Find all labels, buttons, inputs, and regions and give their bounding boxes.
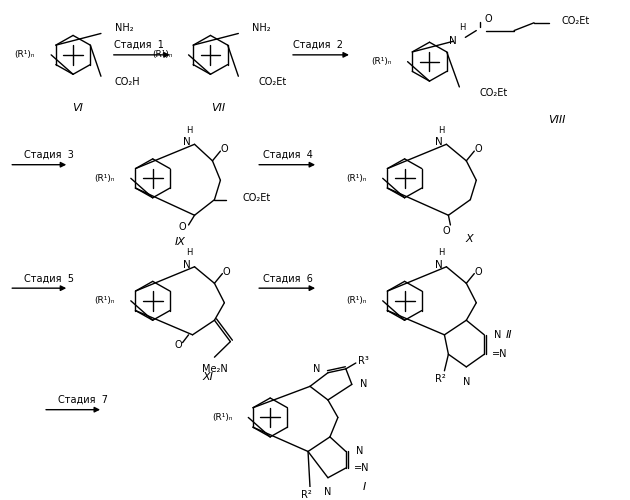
Text: =N: =N [492,350,508,360]
Text: I: I [363,482,367,492]
Text: Стадия  5: Стадия 5 [24,274,74,283]
Text: N: N [494,330,501,340]
Text: H: H [438,248,445,257]
Text: O: O [222,266,230,276]
Text: VII: VII [212,104,226,114]
Text: N: N [324,488,331,498]
Text: NH₂: NH₂ [115,22,134,32]
Text: O: O [175,340,183,349]
Text: (R¹)ₙ: (R¹)ₙ [94,296,115,306]
Text: N: N [312,364,320,374]
Text: H: H [459,22,466,32]
Text: N: N [183,138,190,147]
Text: N: N [360,380,367,390]
Text: CO₂Et: CO₂Et [243,193,270,203]
Text: N: N [435,260,442,270]
Text: Me₂N: Me₂N [202,364,227,374]
Text: VI: VI [72,104,84,114]
Text: N: N [449,36,456,46]
Text: N: N [183,260,190,270]
Text: VIII: VIII [548,115,566,125]
Text: XI: XI [202,372,213,382]
Text: CO₂Et: CO₂Et [258,77,287,87]
Text: Стадия  4: Стадия 4 [263,150,313,160]
Text: (R¹)ₙ: (R¹)ₙ [346,296,367,306]
Text: R²: R² [301,490,311,500]
Text: CO₂Et: CO₂Et [479,88,508,98]
Text: Стадия  2: Стадия 2 [293,40,343,50]
Text: O: O [474,266,482,276]
Text: IX: IX [175,236,186,246]
Text: NH₂: NH₂ [252,22,271,32]
Text: (R¹)ₙ: (R¹)ₙ [14,50,35,59]
Text: (R¹)ₙ: (R¹)ₙ [152,50,173,59]
Text: O: O [474,144,482,154]
Text: O: O [484,14,492,24]
Text: O: O [179,222,186,232]
Text: (R¹)ₙ: (R¹)ₙ [371,57,392,66]
Text: (R¹)ₙ: (R¹)ₙ [346,174,367,183]
Text: R³: R³ [358,356,369,366]
Text: =N: =N [354,463,369,473]
Text: H: H [186,126,193,134]
Text: CO₂Et: CO₂Et [562,16,590,26]
Text: R²: R² [435,374,446,384]
Text: Стадия  7: Стадия 7 [58,395,108,405]
Text: CO₂H: CO₂H [115,77,140,87]
Text: O: O [220,144,228,154]
Text: N: N [435,138,442,147]
Text: Стадия  6: Стадия 6 [263,274,313,283]
Text: X: X [466,234,473,243]
Text: Стадия  3: Стадия 3 [24,150,74,160]
Text: Стадия  1: Стадия 1 [114,40,164,50]
Text: (R¹)ₙ: (R¹)ₙ [212,413,232,422]
Text: O: O [443,226,450,236]
Text: N: N [462,376,470,386]
Text: H: H [438,126,445,134]
Text: H: H [186,248,193,257]
Text: II: II [506,330,512,340]
Text: (R¹)ₙ: (R¹)ₙ [94,174,115,183]
Text: N: N [356,446,363,456]
